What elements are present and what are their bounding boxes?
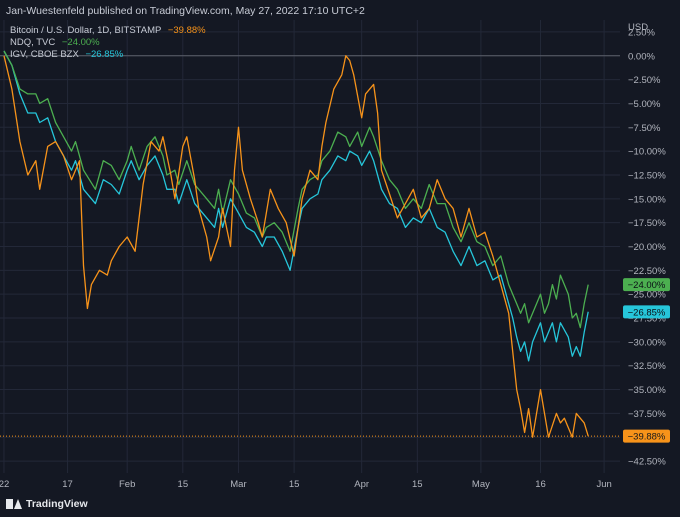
y-tick-label: −27.50% [628,314,666,325]
legend-ndq-name: NDQ, TVC [10,37,56,48]
series-line-igv[interactable] [3,50,589,362]
y-tick-label: −20.00% [628,242,666,253]
tradingview-logo-icon [6,499,22,509]
y-tick-label: −12.50% [628,170,666,181]
y-tick-label: −30.00% [628,337,666,348]
x-tick-label: 15 [289,479,300,490]
legend-igv-value: −26.85% [85,49,124,60]
y-tick-label: −17.50% [628,218,666,229]
x-axis: 22 17 Feb 15 Mar 15 Apr 15 May 16 Jun [0,479,612,490]
legend-ndq-value: −24.00% [61,37,100,48]
x-tick-label: 16 [535,479,546,490]
publisher-bar: Jan-Wuestenfeld published on TradingView… [0,0,680,20]
y-tick-label: −35.00% [628,385,666,396]
x-tick-label: May [472,479,490,490]
legend-igv-name: IGV, CBOE BZX [10,49,79,60]
last-value-badge-ndq [623,278,670,292]
last-value-badge-btc [623,429,670,443]
last-value-badge-igv [623,305,670,319]
y-tick-label: −22.50% [628,266,666,277]
series-line-btc[interactable] [3,55,589,438]
last-value-label-igv: −26.85% [628,307,666,318]
last-value-label-btc: −39.88% [628,432,666,443]
y-tick-label: −7.50% [628,123,661,134]
y-tick-label: −10.00% [628,147,666,158]
y-tick-label: −25.00% [628,290,666,301]
x-tick-label: 15 [412,479,423,490]
x-tick-label: Feb [119,479,135,490]
x-tick-label: Apr [354,479,369,490]
series-layer [3,50,589,438]
y-tick-label: −32.50% [628,361,666,372]
x-tick-label: 22 [0,479,9,490]
y-tick-label: 0.00% [628,51,655,62]
legend-btc-value: −39.88% [167,25,206,36]
y-tick-label: −2.50% [628,75,661,86]
x-tick-label: Mar [230,479,246,490]
legend-ndq[interactable]: NDQ, TVC −24.00% [10,37,206,49]
legend-btc[interactable]: Bitcoin / U.S. Dollar, 1D, BITSTAMP −39.… [10,25,206,37]
x-tick-label: 15 [178,479,189,490]
grid [0,20,620,473]
legend-igv[interactable]: IGV, CBOE BZX −26.85% [10,49,206,61]
y-tick-label: −37.50% [628,409,666,420]
last-value-label-ndq: −24.00% [628,280,666,291]
last-value-labels: −39.88% −24.00% −26.85% [623,278,670,443]
tradingview-brand: TradingView [26,498,88,510]
y-tick-label: −42.50% [628,457,666,468]
tradingview-logo[interactable]: TradingView [6,498,88,510]
x-tick-label: 17 [62,479,73,490]
y-tick-label: 2.50% [628,27,655,38]
footer: TradingView [0,492,680,517]
y-tick-label: −5.00% [628,99,661,110]
x-tick-label: Jun [596,479,611,490]
legend: Bitcoin / U.S. Dollar, 1D, BITSTAMP −39.… [10,25,206,61]
legend-btc-name: Bitcoin / U.S. Dollar, 1D, BITSTAMP [10,25,162,36]
publisher-text: Jan-Wuestenfeld published on TradingView… [6,5,365,17]
y-tick-label: −15.00% [628,194,666,205]
y-axis-unit: USD [628,22,648,33]
